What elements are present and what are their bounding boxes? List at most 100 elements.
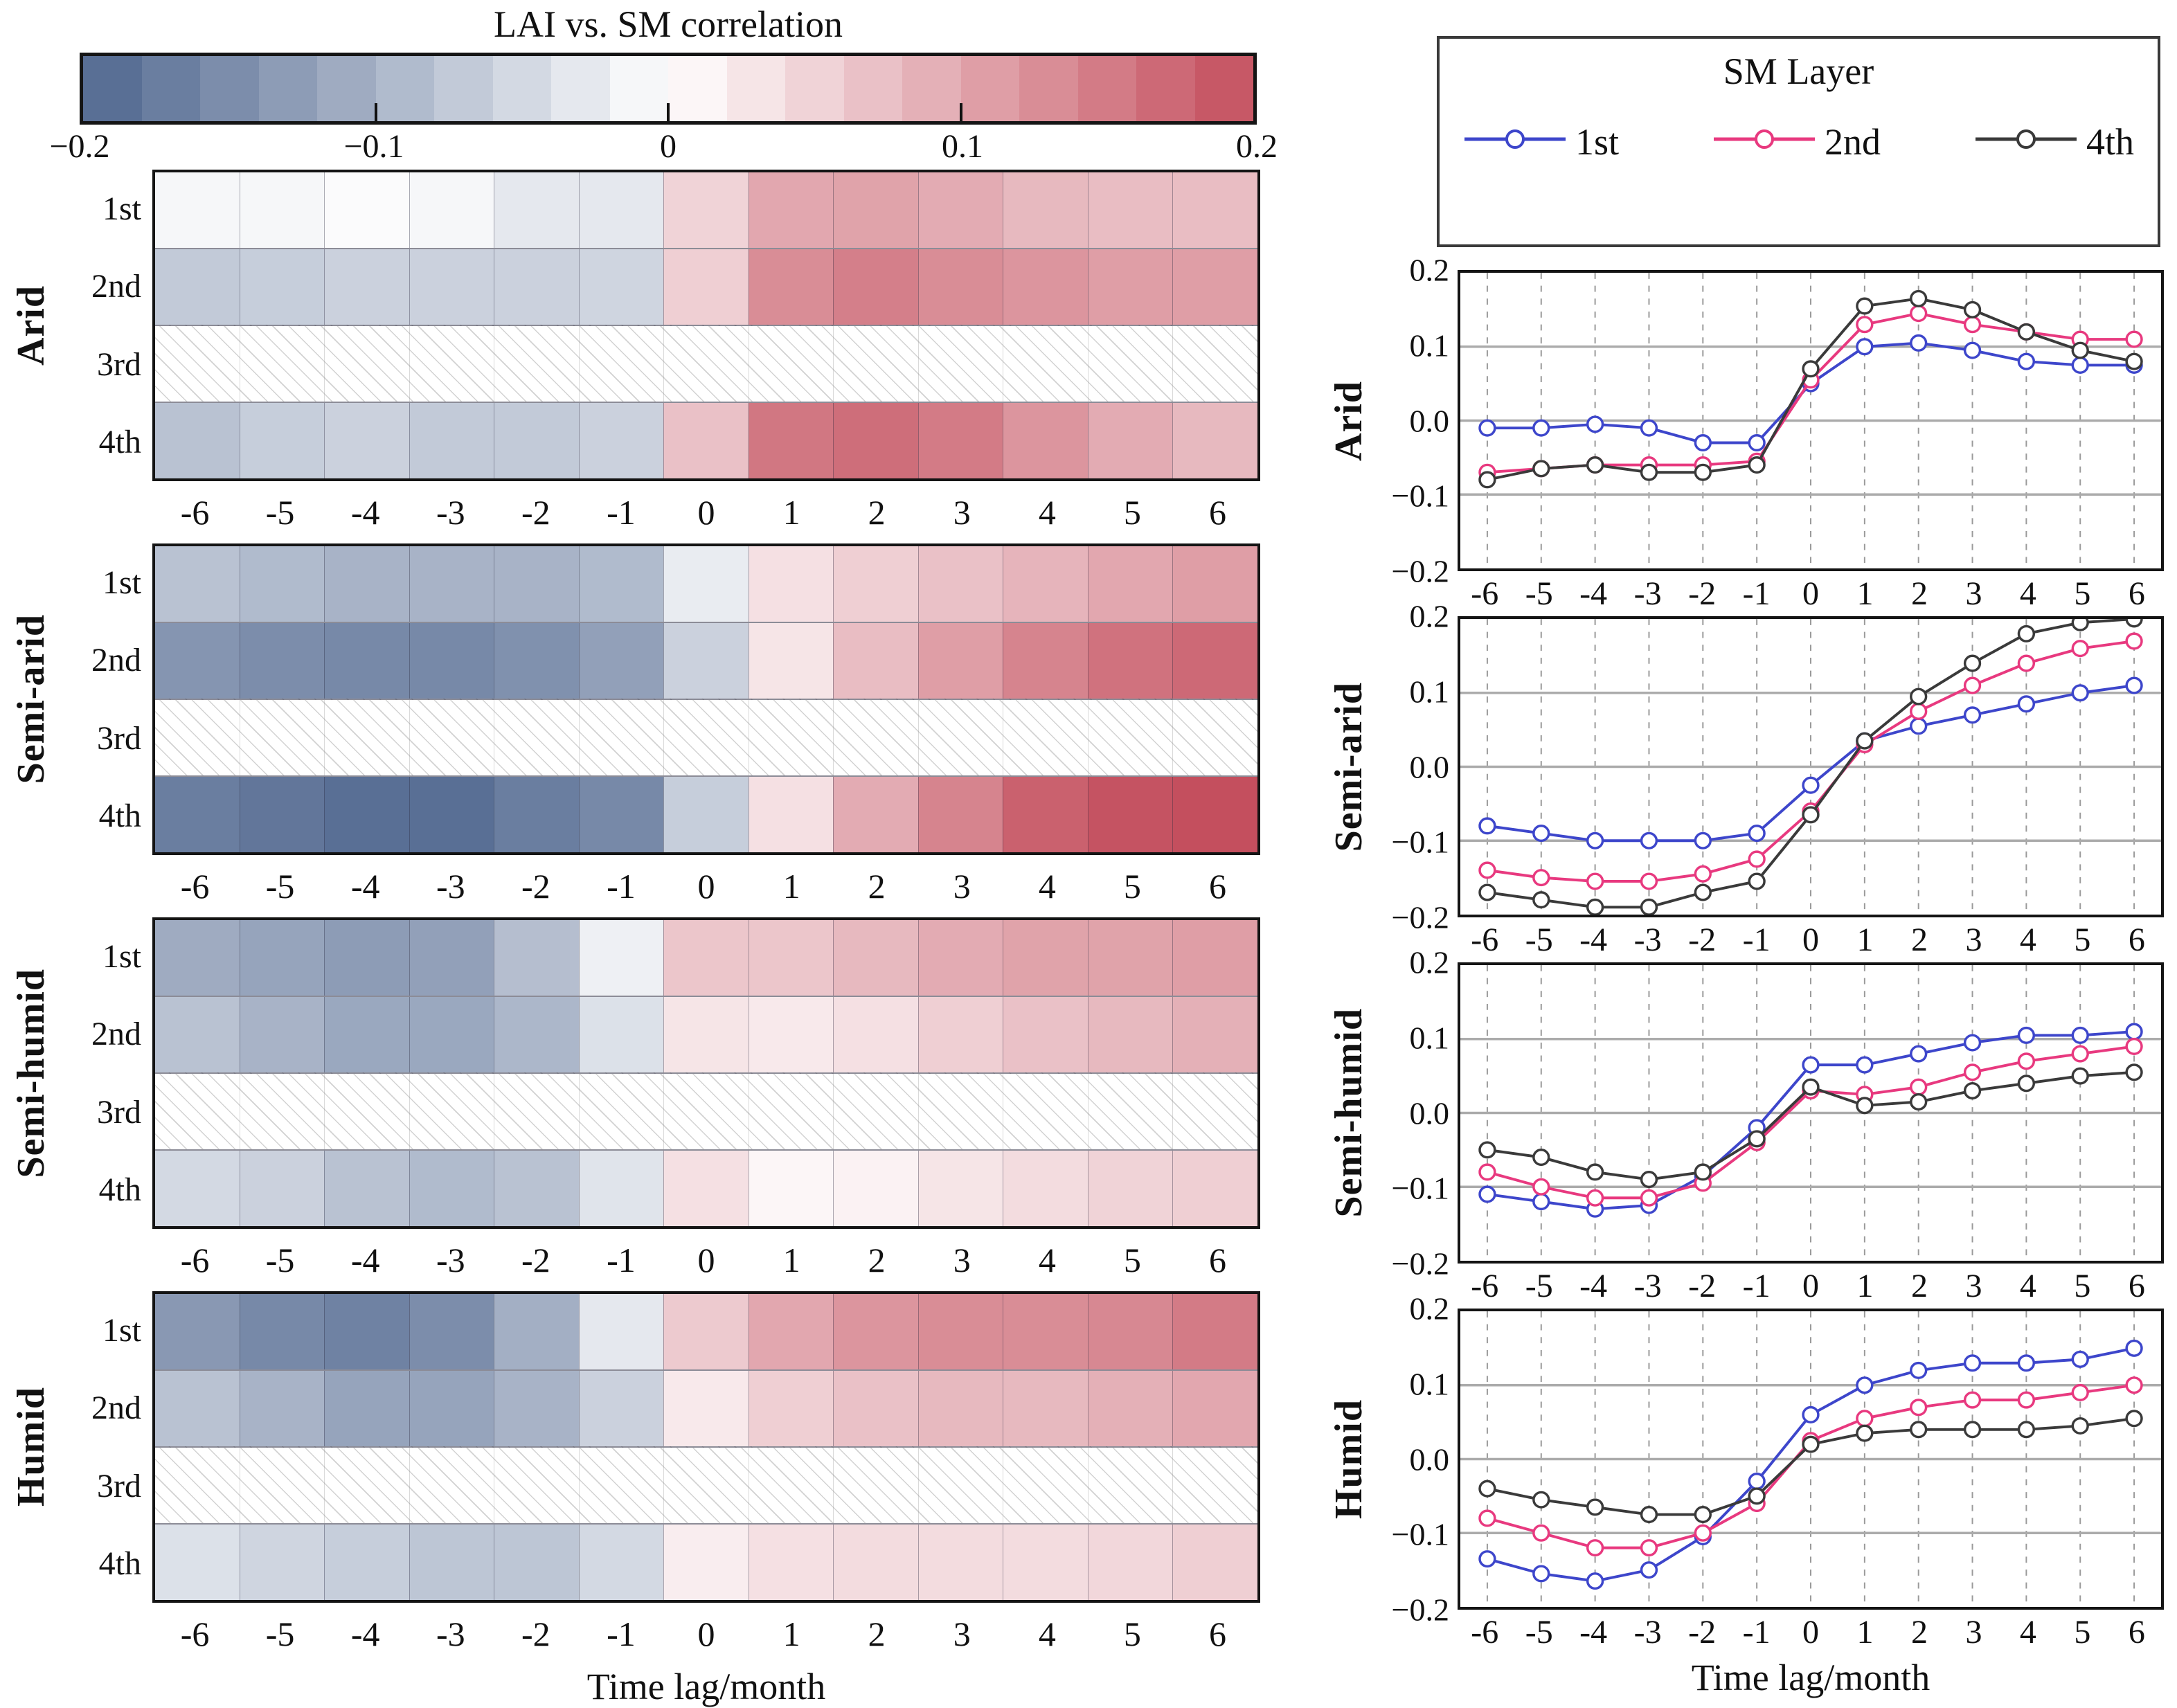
line-chart-svg (1460, 619, 2161, 915)
data-point-marker (2017, 1075, 2036, 1093)
data-point-marker (1856, 316, 1874, 334)
heatmap-cell (155, 546, 240, 622)
data-point-marker (2125, 632, 2143, 650)
gridlines (1460, 965, 2161, 1261)
heatmap-cell (748, 1525, 834, 1600)
data-point-marker (1910, 717, 1928, 735)
heatmap-cell (1087, 326, 1173, 402)
series-1st (1478, 1339, 2143, 1590)
heatmap-row (155, 622, 1257, 699)
heatmap-cell (1087, 403, 1173, 478)
heatmap-cell (155, 1074, 240, 1149)
heatmap-cell (409, 623, 494, 699)
heatmap-cell (1003, 1525, 1088, 1600)
x-tick-label: 5 (1123, 1241, 1141, 1279)
zone-label-semi-arid: Semi-arid (0, 543, 62, 855)
data-point-marker (1963, 316, 1982, 334)
data-point-marker (1532, 1491, 1550, 1509)
heatmap-row-label: 2nd (91, 1390, 141, 1427)
heatmap-cell (155, 1525, 240, 1600)
heatmap-cell (409, 997, 494, 1072)
heatmap-cell (917, 326, 1003, 402)
linechart-x-ticks: -6 -5 -4 -3 -2 -1 0 1 2 3 4 5 6 (1458, 571, 2164, 616)
heatmap-row-label: 1st (102, 937, 141, 975)
heatmap-cell (239, 1448, 325, 1523)
heatmap-cell (578, 1074, 664, 1149)
zone-label-text: Arid (10, 285, 53, 366)
heatmap-cell (1003, 403, 1088, 478)
colorbar-segment (1136, 56, 1195, 121)
heatmap-cell (748, 1448, 834, 1523)
heatmap-cell (578, 700, 664, 775)
data-point-marker (1963, 654, 1982, 672)
heatmap-cell (324, 1294, 409, 1369)
linechart-x-ticks: -6 -5 -4 -3 -2 -1 0 1 2 3 4 5 6 (1458, 1610, 2164, 1655)
y-tick-label: −0.2 (1391, 1592, 1449, 1628)
x-tick-label: 1 (782, 867, 800, 906)
heatmap-cell (578, 623, 664, 699)
data-point-marker (1910, 702, 1928, 720)
heatmap-cell (1003, 700, 1088, 775)
x-tick-label: -5 (1525, 1614, 1553, 1651)
linechart-semi-arid (1458, 616, 2164, 917)
heatmap-cell (324, 249, 409, 325)
linechart-group-semi-humid: Semi-humid 0.2 0.1 0.0 −0.1 −0.2 -6 -5 -4 -3 -2-… (1316, 945, 2177, 1309)
heatmap-cell (409, 326, 494, 402)
x-tick-label: 6 (2128, 1268, 2145, 1304)
heatmap-cell (1172, 1371, 1257, 1446)
heatmap-cell (833, 172, 918, 248)
x-tick-label: -3 (436, 493, 465, 532)
x-tick-label: -6 (180, 493, 210, 532)
x-tick-label: 0 (697, 1241, 715, 1279)
x-tick-label: 6 (2128, 922, 2145, 958)
data-point-marker (1532, 825, 1550, 843)
heatmap-row-label: 3rd (97, 719, 141, 757)
x-tick-label: 0 (697, 867, 715, 906)
x-tick-label: 6 (1208, 1615, 1226, 1653)
heatmap-cell (155, 1294, 240, 1369)
data-point-marker (1802, 1056, 1820, 1074)
x-tick-label: -5 (265, 1615, 295, 1653)
heatmap-cell (155, 623, 240, 699)
y-tick-label: −0.2 (1391, 553, 1449, 589)
heatmap-cell (1087, 777, 1173, 852)
zone-label-text: Semi-humid (10, 968, 53, 1178)
heatmap-cell (578, 777, 664, 852)
heatmap-cell (663, 1525, 749, 1600)
data-point-marker (2071, 1383, 2089, 1401)
heatmap-cell (1003, 1294, 1088, 1369)
heatmap-cell (1087, 172, 1173, 248)
heatmap-cell (494, 326, 579, 402)
heatmap-cell (324, 1074, 409, 1149)
colorbar-section: LAI vs. SM correlation −0.2 −0.1 0 0.1 0.2 (0, 0, 1316, 170)
heatmap-cell (917, 546, 1003, 622)
heatmap-cell (1003, 1371, 1088, 1446)
x-tick-label: -2 (521, 1615, 550, 1653)
data-point-marker (1694, 865, 1712, 883)
colorbar-title: LAI vs. SM correlation (494, 3, 843, 45)
heatmap-cell (917, 249, 1003, 325)
heatmap-cell (155, 700, 240, 775)
y-tick-label: −0.1 (1391, 1516, 1449, 1552)
colorbar-tick-label: 0.2 (1236, 128, 1278, 165)
heatmap-cell (663, 700, 749, 775)
data-point-marker (1694, 1506, 1712, 1524)
zone-label-arid: Arid (0, 170, 62, 481)
data-point-marker (1910, 289, 1928, 307)
heatmap-row (155, 1294, 1257, 1369)
line-chart-svg (1460, 1311, 2161, 1607)
data-point-marker (2017, 695, 2036, 713)
heatmap-row-label: 4th (98, 798, 141, 835)
data-point-marker (1586, 898, 1604, 915)
heatmap-cell (833, 1294, 918, 1369)
heatmap-cell (1087, 997, 1173, 1072)
data-point-marker (1640, 898, 1658, 915)
heatmap-cell (663, 403, 749, 478)
x-tick-label: -3 (436, 867, 465, 906)
x-tick-label: -2 (521, 1241, 550, 1279)
heatmap-cell (324, 920, 409, 996)
linechart-arid (1458, 270, 2164, 571)
x-tick-label: -3 (436, 1241, 465, 1279)
data-point-marker (1748, 434, 1766, 452)
x-tick-label: -6 (1471, 1614, 1499, 1651)
